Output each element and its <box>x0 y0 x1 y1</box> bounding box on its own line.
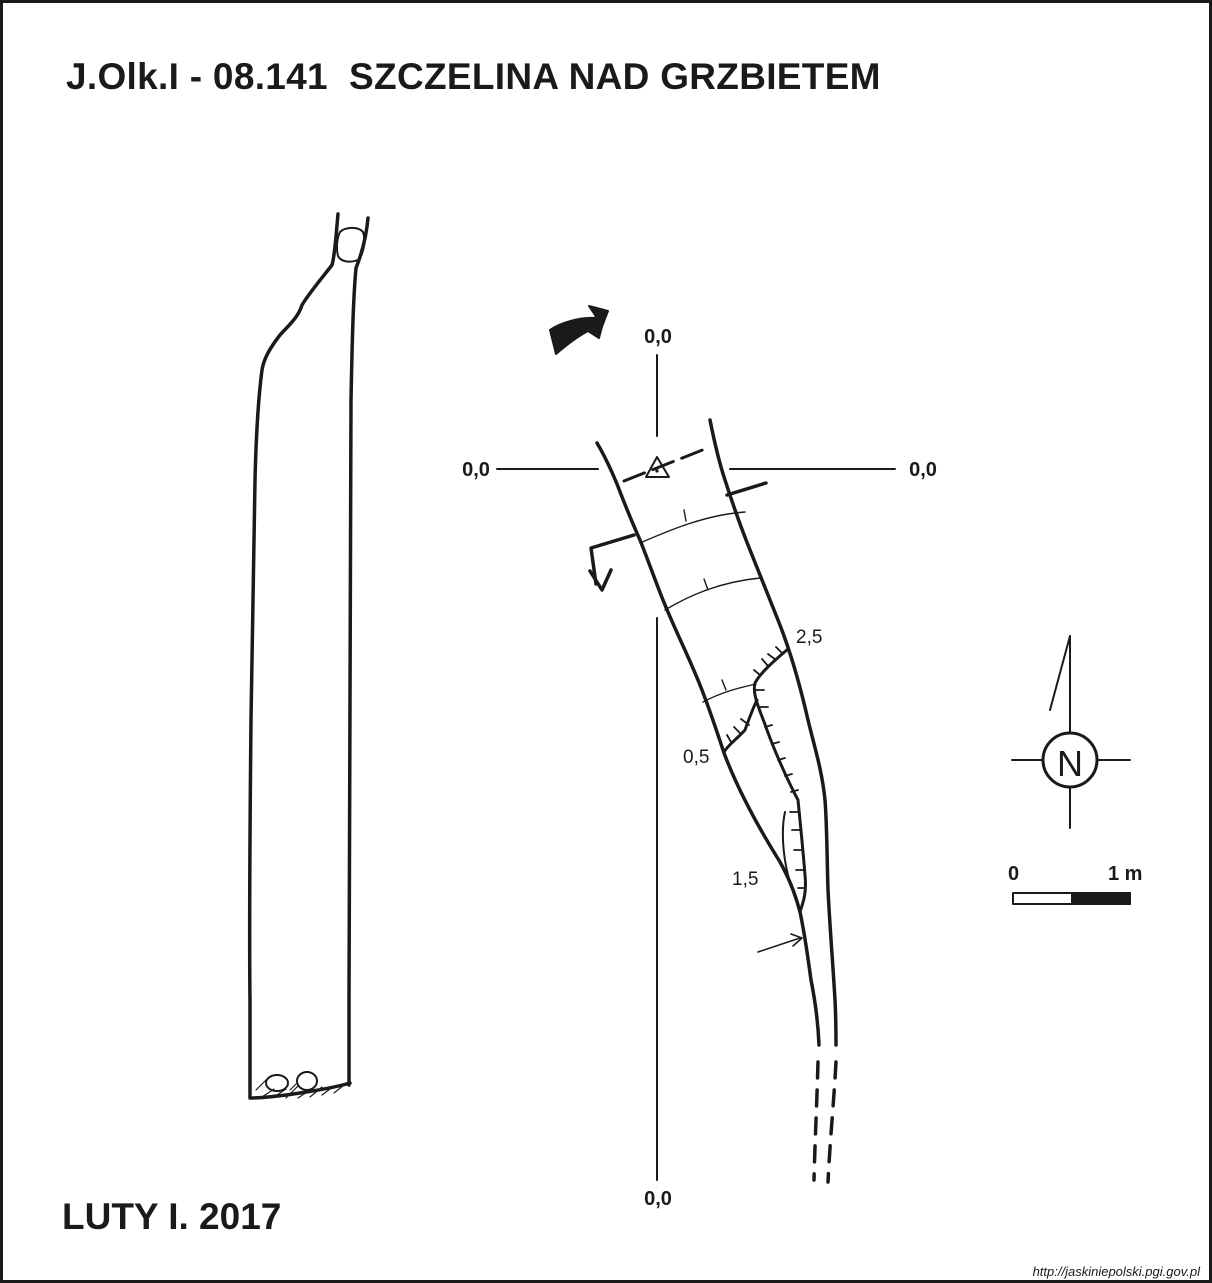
ledge-hachures <box>726 646 806 889</box>
plan-view <box>496 354 896 1184</box>
scale-end-label: 1 m <box>1108 863 1142 885</box>
source-url: http://jaskiniepolski.pgi.gov.pl <box>1032 1264 1200 1279</box>
map-title: J.Olk.I - 08.141 SZCZELINA NAD GRZBIETEM <box>66 56 881 97</box>
longitudinal-section <box>247 212 370 1100</box>
depth-label-0-5: 0,5 <box>683 747 709 768</box>
north-arrow-icon <box>1011 635 1131 829</box>
depth-label-1-5: 1,5 <box>732 869 758 890</box>
survey-date: LUTY I. 2017 <box>62 1196 282 1237</box>
label-left: 0,0 <box>462 459 490 481</box>
scale-start-label: 0 <box>1008 863 1019 885</box>
label-bottom: 0,0 <box>644 1188 672 1210</box>
label-top: 0,0 <box>644 326 672 348</box>
north-letter: N <box>1057 743 1083 784</box>
depth-label-2-5: 2,5 <box>796 627 822 648</box>
entrance-arrow-head <box>549 310 607 355</box>
label-right: 0,0 <box>909 459 937 481</box>
floor-hatching <box>255 1079 345 1099</box>
scale-bar <box>1012 892 1131 905</box>
survey-station-icon <box>645 456 670 478</box>
